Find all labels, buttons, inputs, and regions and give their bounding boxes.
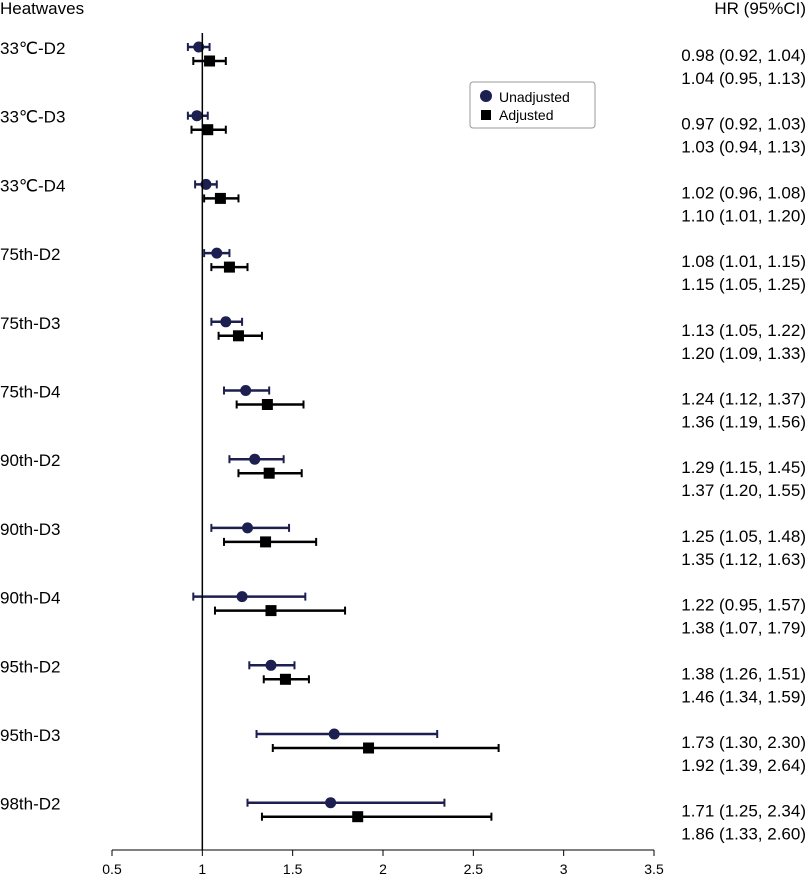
row-label: 95th-D2 (0, 657, 60, 676)
forest-row: 90th-D3 1.25 (1.05, 1.48) 1.35 (1.12, 1.63… (0, 520, 806, 569)
row-label: 90th-D4 (0, 589, 60, 608)
legend-adjusted: Adjusted (499, 107, 553, 123)
unadjusted-hr-text: 1.02 (0.96, 1.08) (681, 183, 806, 202)
x-tick-label: 0.5 (102, 861, 122, 877)
row-label: 95th-D3 (0, 726, 60, 745)
adjusted-point (263, 467, 275, 479)
header-hr-ci: HR (95%CI) (714, 0, 806, 18)
unadjusted-hr-text: 0.97 (0.92, 1.03) (681, 115, 806, 134)
x-tick-label: 2 (379, 861, 387, 877)
unadjusted-point (200, 178, 212, 190)
unadjusted-point (328, 728, 340, 740)
rows-layer: 33℃-D2 0.98 (0.92, 1.04) 1.04 (0.95, 1.13)… (0, 39, 806, 844)
unadjusted-point (240, 385, 252, 396)
unadjusted-point (193, 41, 205, 53)
adjusted-hr-text: 1.15 (1.05, 1.25) (681, 275, 806, 294)
legend-square-icon (481, 110, 491, 120)
adjusted-point (260, 536, 272, 548)
x-tick-label: 2.5 (464, 861, 484, 877)
forest-row: 33℃-D4 1.02 (0.96, 1.08) 1.10 (1.01, 1.20) (0, 176, 806, 225)
x-tick-label: 3 (560, 861, 568, 877)
unadjusted-point (325, 797, 337, 809)
unadjusted-point (249, 453, 261, 465)
x-tick-label: 1.5 (283, 861, 303, 877)
unadjusted-hr-text: 0.98 (0.92, 1.04) (681, 46, 806, 65)
forest-row: 33℃-D2 0.98 (0.92, 1.04) 1.04 (0.95, 1.13) (0, 39, 806, 88)
forest-row: 75th-D3 1.13 (1.05, 1.22) 1.20 (1.09, 1.33… (0, 314, 806, 363)
adjusted-hr-text: 1.46 (1.34, 1.59) (681, 687, 806, 706)
unadjusted-point (191, 110, 203, 122)
legend-circle-icon (480, 90, 492, 102)
unadjusted-hr-text: 1.22 (0.95, 1.57) (681, 596, 806, 615)
adjusted-hr-text: 1.04 (0.95, 1.13) (681, 69, 806, 88)
unadjusted-hr-text: 1.25 (1.05, 1.48) (681, 527, 806, 546)
adjusted-point (232, 330, 244, 342)
forest-row: 90th-D4 1.22 (0.95, 1.57) 1.38 (1.07, 1.79… (0, 589, 806, 638)
legend-box (469, 81, 596, 129)
x-tick-label: 1 (198, 861, 206, 877)
forest-row: 33℃-D3 0.97 (0.92, 1.03) 1.03 (0.94, 1.13) (0, 108, 806, 157)
adjusted-hr-text: 1.03 (0.94, 1.13) (681, 138, 806, 157)
unadjusted-hr-text: 1.38 (1.26, 1.51) (681, 664, 806, 683)
unadjusted-hr-text: 1.13 (1.05, 1.22) (681, 321, 806, 340)
row-label: 33℃-D4 (0, 176, 65, 195)
adjusted-hr-text: 1.92 (1.39, 2.64) (681, 756, 806, 775)
adjusted-point (265, 605, 277, 617)
adjusted-hr-text: 1.10 (1.01, 1.20) (681, 206, 806, 225)
adjusted-point (204, 55, 216, 67)
adjusted-hr-text: 1.36 (1.19, 1.56) (681, 413, 806, 432)
forest-row: 75th-D2 1.08 (1.01, 1.15) 1.15 (1.05, 1.25… (0, 245, 806, 294)
adjusted-point (363, 742, 375, 754)
adjusted-point (352, 811, 364, 823)
header-heatwaves: Heatwaves (0, 0, 84, 18)
unadjusted-hr-text: 1.71 (1.25, 2.34) (681, 802, 806, 821)
row-label: 75th-D4 (0, 383, 60, 402)
adjusted-point (261, 399, 273, 410)
unadjusted-point (242, 522, 253, 534)
adjusted-hr-text: 1.38 (1.07, 1.79) (681, 619, 806, 638)
adjusted-hr-text: 1.86 (1.33, 2.60) (681, 825, 806, 844)
legend-unadjusted: Unadjusted (499, 89, 570, 105)
forest-row: 90th-D2 1.29 (1.15, 1.45) 1.37 (1.20, 1.55… (0, 451, 806, 500)
forest-row: 95th-D3 1.73 (1.30, 2.30) 1.92 (1.39, 2.64… (0, 726, 806, 775)
unadjusted-point (220, 316, 232, 328)
x-tick-label: 3.5 (644, 861, 664, 877)
unadjusted-point (211, 247, 223, 259)
adjusted-point (202, 124, 214, 136)
row-label: 33℃-D2 (0, 39, 65, 58)
unadjusted-point (236, 591, 248, 603)
unadjusted-hr-text: 1.08 (1.01, 1.15) (681, 252, 806, 271)
row-label: 75th-D2 (0, 245, 60, 264)
legend: Unadjusted Adjusted (469, 81, 596, 129)
adjusted-hr-text: 1.20 (1.09, 1.33) (681, 344, 806, 363)
adjusted-hr-text: 1.35 (1.12, 1.63) (681, 550, 806, 569)
unadjusted-point (265, 659, 277, 671)
unadjusted-hr-text: 1.29 (1.15, 1.45) (681, 458, 806, 477)
x-axis-ticks: 0.5 1 1.5 2 2.5 3 3.5 (102, 850, 664, 877)
row-label: 90th-D2 (0, 451, 60, 470)
forest-row: 95th-D2 1.38 (1.26, 1.51) 1.46 (1.34, 1.59… (0, 657, 806, 706)
row-label: 98th-D2 (0, 795, 60, 814)
adjusted-point (214, 192, 226, 204)
unadjusted-hr-text: 1.24 (1.12, 1.37) (681, 390, 806, 409)
adjusted-point (223, 261, 235, 273)
adjusted-point (279, 673, 291, 685)
forest-row: 75th-D4 1.24 (1.12, 1.37) 1.36 (1.19, 1.56… (0, 383, 806, 432)
row-label: 90th-D3 (0, 520, 60, 539)
row-label: 75th-D3 (0, 314, 60, 333)
unadjusted-hr-text: 1.73 (1.30, 2.30) (681, 733, 806, 752)
adjusted-hr-text: 1.37 (1.20, 1.55) (681, 481, 806, 500)
row-label: 33℃-D3 (0, 108, 65, 127)
forest-row: 98th-D2 1.71 (1.25, 2.34) 1.86 (1.33, 2.60… (0, 795, 806, 844)
